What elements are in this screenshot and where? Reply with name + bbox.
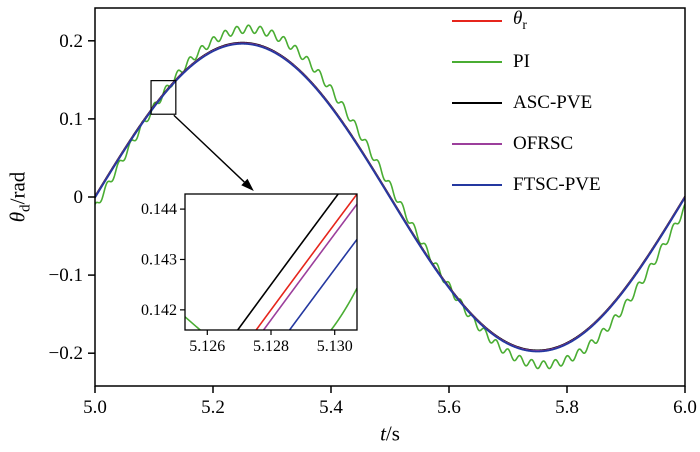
x-tick-label: 5.4	[319, 397, 343, 418]
zoom-source-box	[150, 80, 177, 115]
legend-label-asc-pve: ASC-PVE	[513, 91, 593, 113]
legend-line-asc-pve	[452, 101, 502, 104]
legend-line-pi	[452, 60, 502, 63]
inset-x-tick-label: 5.130	[317, 338, 353, 355]
y-axis-variable: θ	[5, 211, 30, 223]
x-tick-label: 5.8	[555, 397, 579, 418]
legend: θr PI ASC-PVE OFRSC FTSC-PVE	[452, 0, 692, 205]
inset-series-ASC-PVE	[236, 194, 340, 330]
inset-x-tick-label: 5.126	[189, 338, 225, 355]
series-PI	[95, 24, 685, 370]
inset-series-theta_r	[255, 194, 357, 330]
legend-item-asc-pve: ASC-PVE	[452, 82, 692, 123]
x-tick-label: 5.2	[201, 397, 225, 418]
x-tick-label: 6.0	[673, 397, 697, 418]
legend-line-ftsc-pve	[452, 183, 502, 186]
x-axis-unit: /s	[385, 421, 400, 446]
legend-item-ofrsc: OFRSC	[452, 123, 692, 164]
series-FTSC-PVE	[95, 42, 685, 353]
inset-y-tick-label: 0.144	[141, 201, 177, 218]
legend-line-theta-r	[452, 19, 502, 22]
legend-label-ofrsc: OFRSC	[513, 132, 574, 154]
y-axis-label: θd/rad	[5, 172, 34, 223]
inset-series-OFRSC	[262, 203, 357, 330]
y-axis-unit: /rad	[5, 171, 30, 205]
legend-label-pi: PI	[513, 50, 530, 72]
inset-background	[185, 194, 357, 330]
x-tick-label: 5.6	[437, 397, 461, 418]
legend-item-ftsc-pve: FTSC-PVE	[452, 164, 692, 205]
inset-series-FTSC-PVE	[288, 238, 357, 330]
legend-label-ftsc-pve: FTSC-PVE	[513, 173, 601, 195]
inset-x-tick-label: 5.128	[253, 338, 289, 355]
inset-y-tick-label: 0.143	[141, 251, 177, 268]
y-axis-variable-subscript: d	[17, 204, 34, 212]
x-axis-label: t/s	[380, 422, 400, 447]
y-tick-label: −0.1	[49, 265, 83, 286]
zoom-arrow-line	[173, 114, 245, 183]
x-tick-label: 5.0	[83, 397, 107, 418]
legend-line-ofrsc	[452, 142, 502, 145]
zoom-arrow-head	[241, 178, 254, 191]
y-tick-label: 0.1	[59, 109, 83, 130]
legend-label-theta-r: θr	[513, 8, 527, 32]
y-tick-label: −0.2	[49, 343, 83, 364]
x-axis-variable: t	[380, 421, 386, 446]
y-tick-label: 0.2	[59, 31, 83, 52]
legend-item-pi: PI	[452, 41, 692, 82]
y-tick-label: 0	[74, 187, 84, 208]
inset-y-tick-label: 0.142	[141, 302, 177, 319]
legend-item-theta-r: θr	[452, 0, 692, 41]
